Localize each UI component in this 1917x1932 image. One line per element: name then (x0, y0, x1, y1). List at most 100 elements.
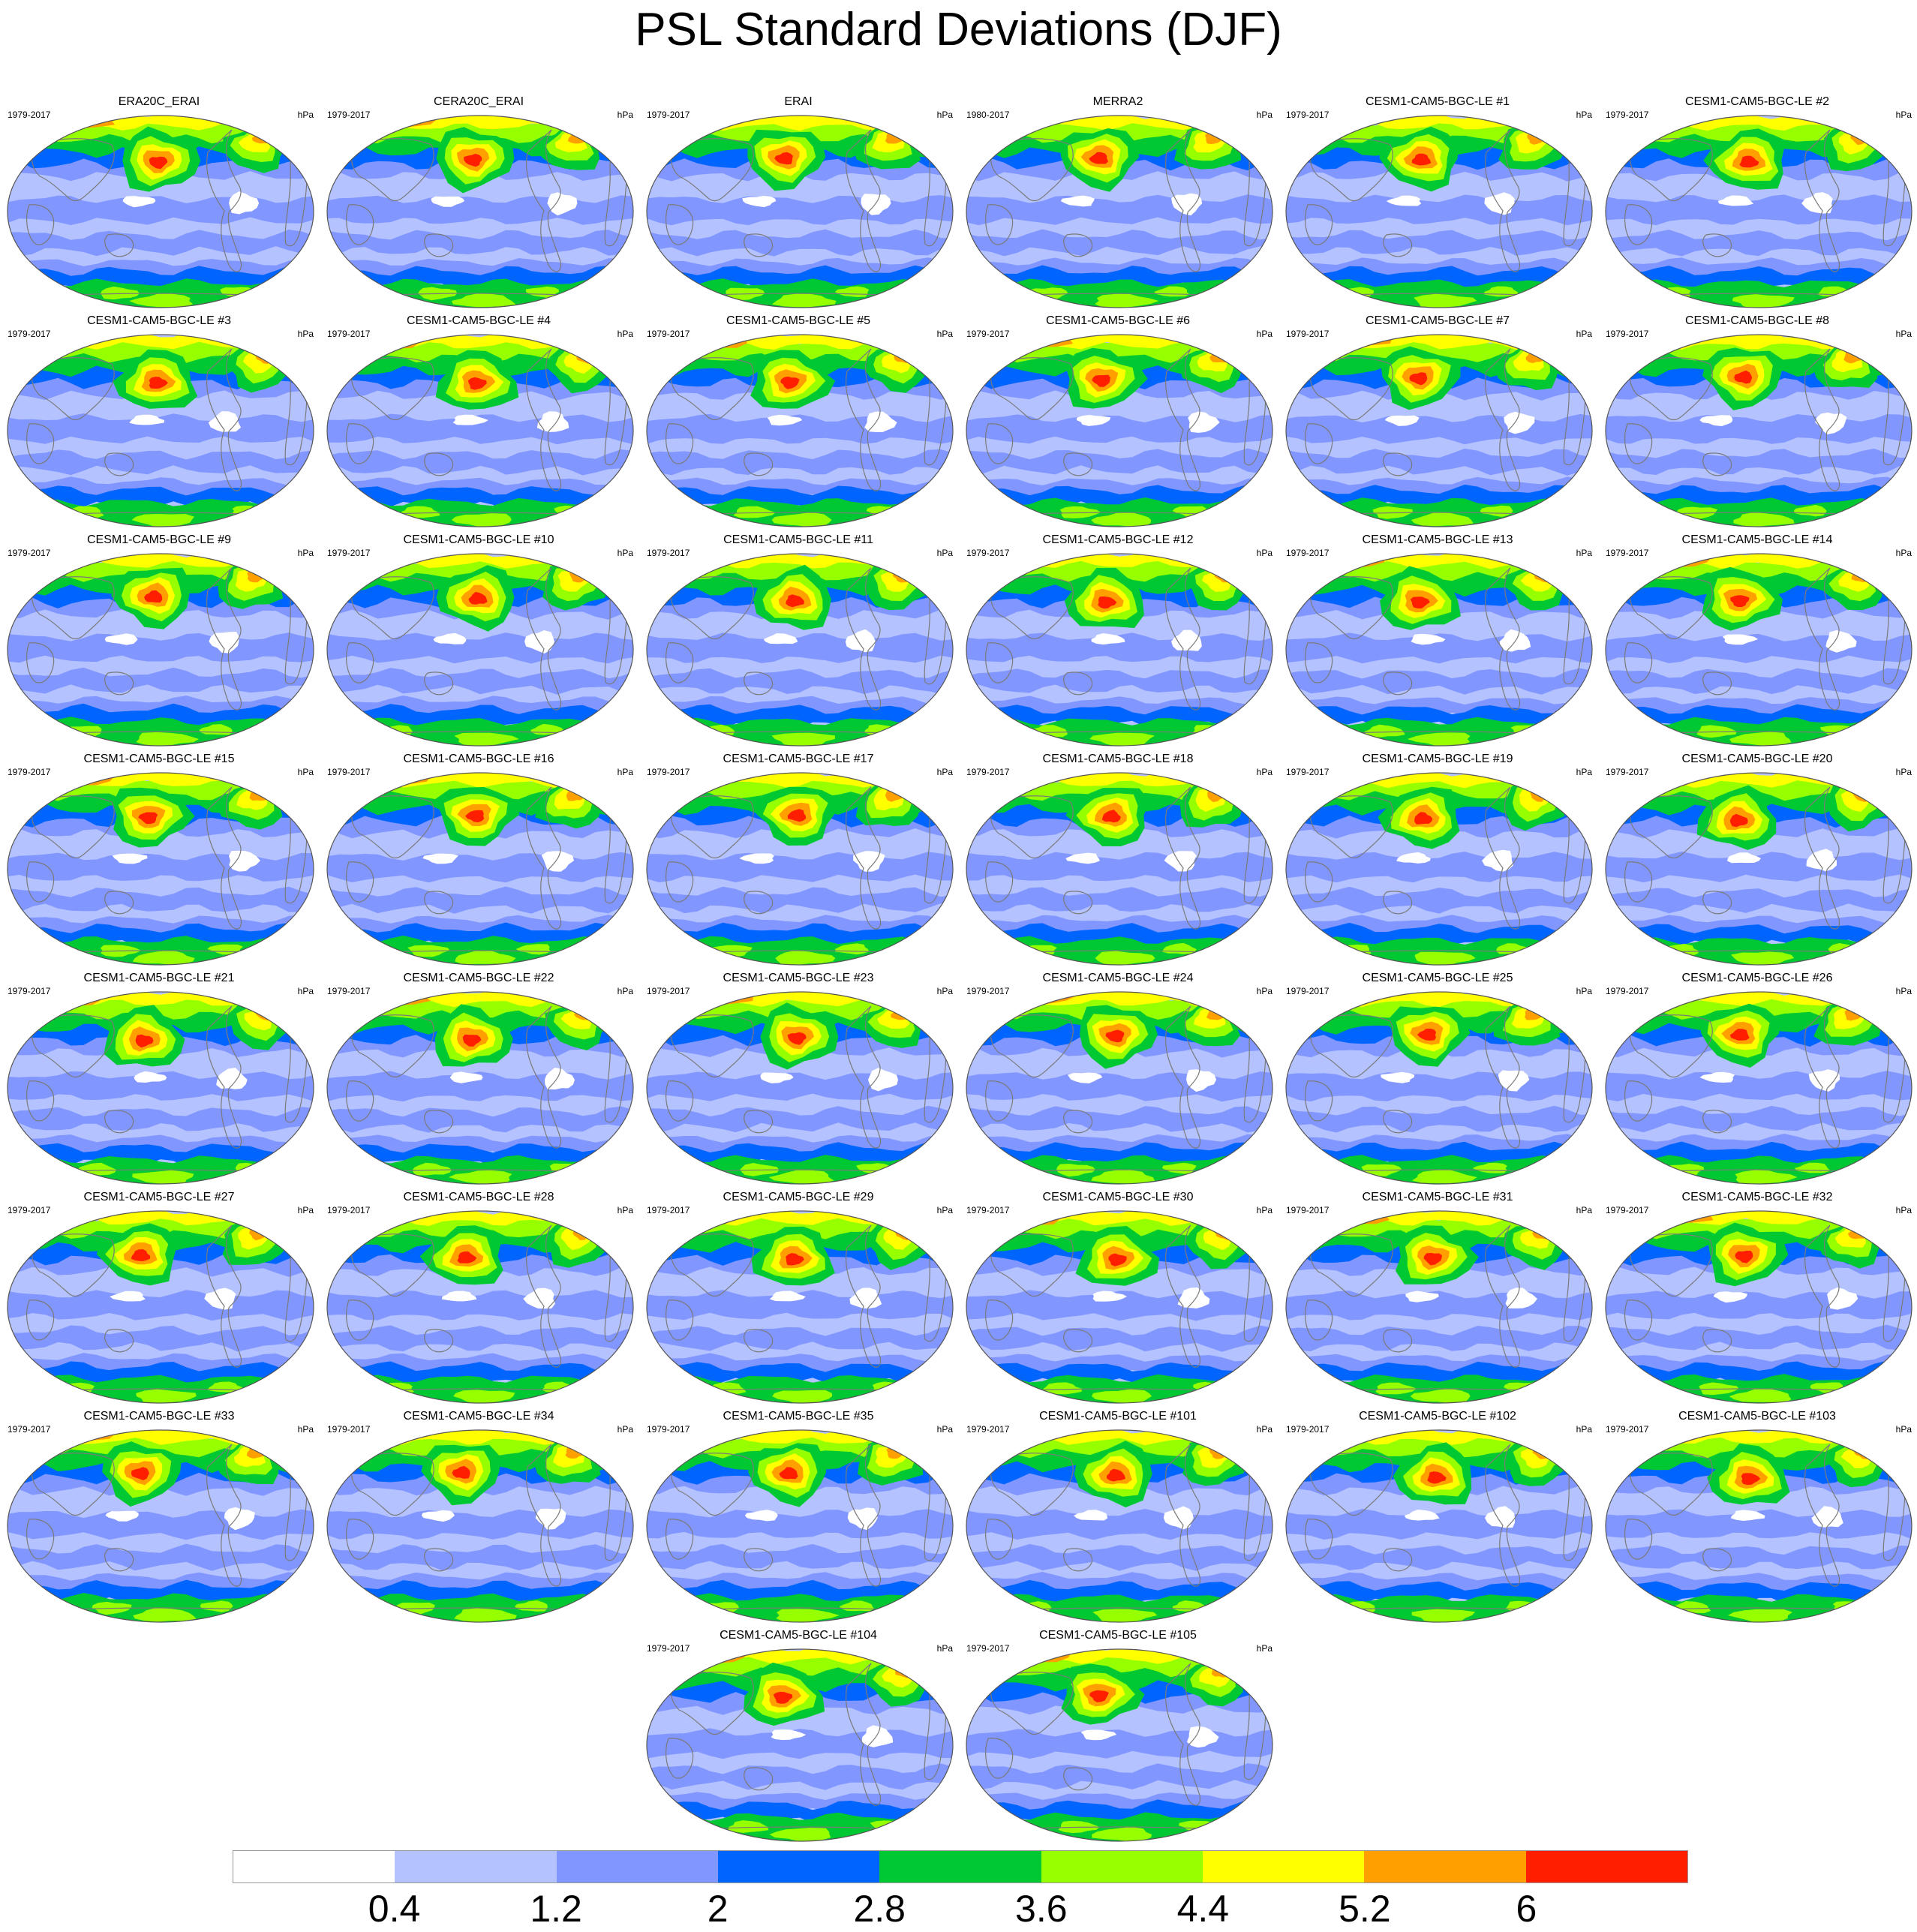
contour-map (326, 115, 634, 308)
contour-map (646, 334, 954, 527)
panel-title: CESM1-CAM5-BGC-LE #30 (1042, 1191, 1194, 1203)
panel-title: CESM1-CAM5-BGC-LE #32 (1681, 1191, 1833, 1203)
contour-map (966, 1648, 1273, 1842)
panel-years: 1979-2017 (8, 1205, 51, 1215)
panel-units: hPa (1576, 548, 1592, 558)
panel-years: 1979-2017 (1286, 548, 1330, 558)
panel-units: hPa (936, 986, 953, 996)
colorbar-box (1202, 1851, 1365, 1882)
contour-map (7, 1429, 314, 1623)
colorbar (233, 1850, 1688, 1883)
map-panel: CESM1-CAM5-BGC-LE #33 1979-2017 hPa (2, 1408, 317, 1626)
panel-title: CESM1-CAM5-BGC-LE #8 (1684, 314, 1830, 327)
contour-map (1605, 553, 1912, 747)
map-panel: CESM1-CAM5-BGC-LE #6 1979-2017 hPa (960, 313, 1275, 530)
panel-title: CESM1-CAM5-BGC-LE #5 (726, 314, 871, 327)
map-panel: CESM1-CAM5-BGC-LE #102 1979-2017 hPa (1280, 1408, 1595, 1626)
panel-units: hPa (1895, 767, 1912, 777)
panel-years: 1979-2017 (647, 329, 690, 339)
panel-years: 1979-2017 (966, 767, 1010, 777)
panel-title: CESM1-CAM5-BGC-LE #4 (406, 314, 551, 327)
panel-years: 1979-2017 (1286, 1424, 1330, 1435)
contour-map (1285, 553, 1593, 747)
colorbar-labels: 0.4 1.2 2 2.8 3.6 4.4 5.2 6 (0, 1888, 1917, 1930)
map-panel: CESM1-CAM5-BGC-LE #9 1979-2017 hPa (2, 532, 317, 750)
panel-title: CESM1-CAM5-BGC-LE #16 (403, 753, 554, 765)
panel-years: 1979-2017 (1286, 767, 1330, 777)
panel-units: hPa (297, 986, 314, 996)
panel-title: CESM1-CAM5-BGC-LE #2 (1684, 95, 1830, 108)
map-panel: CESM1-CAM5-BGC-LE #101 1979-2017 hPa (960, 1408, 1275, 1626)
panel-units: hPa (1256, 110, 1272, 120)
contour-map (326, 991, 634, 1185)
map-panel: CESM1-CAM5-BGC-LE #8 1979-2017 hPa (1600, 313, 1915, 530)
map-panel: CESM1-CAM5-BGC-LE #11 1979-2017 hPa (641, 532, 956, 750)
map-panel: CESM1-CAM5-BGC-LE #4 1979-2017 hPa (321, 313, 636, 530)
panel-units: hPa (1576, 986, 1592, 996)
panel-years: 1979-2017 (966, 1643, 1010, 1654)
map-panel: CESM1-CAM5-BGC-LE #3 1979-2017 hPa (2, 313, 317, 530)
panel-units: hPa (936, 110, 953, 120)
colorbar-label: 1.2 (530, 1888, 582, 1930)
panel-title: CESM1-CAM5-BGC-LE #1 (1365, 95, 1510, 108)
panel-title: CESM1-CAM5-BGC-LE #28 (403, 1191, 554, 1203)
panel-title: CESM1-CAM5-BGC-LE #31 (1362, 1191, 1513, 1203)
panel-title: CESM1-CAM5-BGC-LE #18 (1042, 753, 1194, 765)
contour-map (7, 1210, 314, 1404)
panel-title: CESM1-CAM5-BGC-LE #14 (1681, 533, 1833, 546)
contour-map (966, 1210, 1273, 1404)
map-panel: CESM1-CAM5-BGC-LE #103 1979-2017 hPa (1600, 1408, 1915, 1626)
panel-units: hPa (1576, 329, 1592, 339)
map-panel: ERAI 1979-2017 hPa (641, 94, 956, 311)
map-panel: CESM1-CAM5-BGC-LE #18 1979-2017 hPa (960, 751, 1275, 969)
contour-map (646, 991, 954, 1185)
panel-years: 1979-2017 (327, 110, 371, 120)
panel-title: CERA20C_ERAI (433, 95, 524, 108)
panel-years: 1979-2017 (8, 1424, 51, 1435)
contour-map (326, 1429, 634, 1623)
panel-units: hPa (297, 329, 314, 339)
panel-title: CESM1-CAM5-BGC-LE #35 (723, 1410, 874, 1423)
panel-units: hPa (617, 986, 633, 996)
panel-title: CESM1-CAM5-BGC-LE #11 (723, 533, 873, 546)
panel-title: CESM1-CAM5-BGC-LE #7 (1365, 314, 1510, 327)
panel-title: MERRA2 (1092, 95, 1143, 108)
panel-years: 1979-2017 (1606, 1205, 1649, 1215)
panel-years: 1979-2017 (966, 986, 1010, 996)
map-panel: CESM1-CAM5-BGC-LE #35 1979-2017 hPa (641, 1408, 956, 1626)
panel-years: 1980-2017 (966, 110, 1010, 120)
panel-units: hPa (1576, 1424, 1592, 1435)
panel-title: CESM1-CAM5-BGC-LE #13 (1362, 533, 1513, 546)
contour-map (646, 1210, 954, 1404)
panel-title: CESM1-CAM5-BGC-LE #26 (1681, 972, 1833, 984)
panel-units: hPa (1576, 767, 1592, 777)
panel-title: CESM1-CAM5-BGC-LE #19 (1362, 753, 1513, 765)
panel-title: CESM1-CAM5-BGC-LE #3 (86, 314, 232, 327)
map-panel: CESM1-CAM5-BGC-LE #13 1979-2017 hPa (1280, 532, 1595, 750)
map-panel: CESM1-CAM5-BGC-LE #22 1979-2017 hPa (321, 970, 636, 1188)
colorbar-box (717, 1851, 880, 1882)
panel-years: 1979-2017 (1286, 1205, 1330, 1215)
colorbar-box (1041, 1851, 1203, 1882)
colorbar-box (879, 1851, 1041, 1882)
panel-units: hPa (1256, 548, 1272, 558)
contour-map (646, 1429, 954, 1623)
panel-units: hPa (1895, 110, 1912, 120)
panel-years: 1979-2017 (1606, 329, 1649, 339)
panel-years: 1979-2017 (1606, 1424, 1649, 1435)
panel-years: 1979-2017 (966, 329, 1010, 339)
map-panel: CESM1-CAM5-BGC-LE #7 1979-2017 hPa (1280, 313, 1595, 530)
colorbar-label: 3.6 (1015, 1888, 1068, 1930)
contour-map (966, 991, 1273, 1185)
panel-title: CESM1-CAM5-BGC-LE #27 (83, 1191, 235, 1203)
contour-map (1285, 772, 1593, 966)
panel-units: hPa (1256, 329, 1272, 339)
colorbar-label: 2.8 (853, 1888, 906, 1930)
panel-years: 1979-2017 (327, 986, 371, 996)
panel-title: CESM1-CAM5-BGC-LE #12 (1042, 533, 1194, 546)
panel-units: hPa (297, 1424, 314, 1435)
colorbar-box (1525, 1851, 1687, 1882)
panel-years: 1979-2017 (327, 1424, 371, 1435)
panel-years: 1979-2017 (8, 329, 51, 339)
panel-units: hPa (1256, 1643, 1272, 1654)
